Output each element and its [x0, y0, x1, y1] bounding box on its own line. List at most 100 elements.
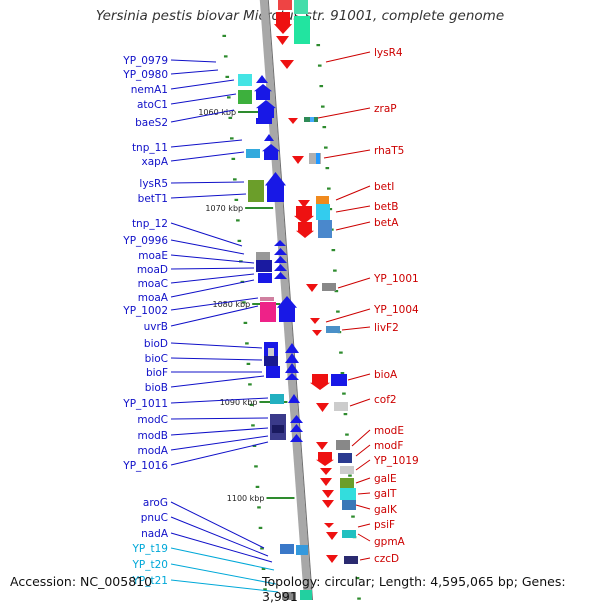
scale-tick-left: [226, 96, 231, 99]
scale-tick-right: [319, 85, 324, 88]
gene-arrow-reverse: [320, 468, 332, 475]
leader-line: [170, 273, 255, 284]
gene-label-lysr5: lysR5: [139, 178, 168, 190]
gene-label-betb: betB: [374, 201, 398, 213]
gene-label-czcd: czcD: [374, 553, 399, 565]
scale-tick-right: [340, 372, 345, 375]
gene-label-baes2: baeS2: [135, 117, 168, 129]
gene-box: [342, 530, 356, 538]
kbp-label: 1060 kbp: [198, 108, 236, 117]
gene-box: [310, 117, 314, 122]
gene-box: [316, 153, 320, 164]
gene-arrow-forward: [277, 296, 297, 322]
gene-label-galk: galK: [374, 504, 398, 516]
leader-line: [170, 139, 243, 148]
scale-tick-left: [255, 485, 260, 488]
scale-tick-left: [231, 157, 236, 160]
gene-box: [266, 366, 280, 378]
leader-line: [170, 417, 269, 420]
leader-line: [317, 107, 371, 119]
gene-label-tnp-11: tnp_11: [132, 142, 168, 154]
scale-tick-left: [261, 567, 266, 570]
gene-arrow-reverse: [316, 403, 329, 412]
leader-line: [359, 557, 371, 561]
leader-line: [170, 193, 247, 199]
gene-arrow-forward: [256, 100, 276, 118]
gene-arrow-reverse: [280, 60, 294, 69]
leader-line: [170, 427, 269, 436]
scale-tick-left: [222, 34, 227, 37]
gene-label-rhat5: rhaT5: [374, 145, 404, 157]
gene-label-gpma: gpmA: [374, 536, 406, 548]
leader-line: [355, 477, 371, 484]
scale-tick-right: [331, 249, 336, 252]
gene-arrow-forward: [264, 134, 274, 141]
leader-line: [335, 185, 371, 201]
right-gene-labels: lysR4 zraP rhaT5 betI betB betA YP_1001 YP_1004…: [373, 47, 419, 565]
leader-line: [170, 181, 245, 184]
gene-box: [322, 283, 336, 291]
gene-box: [256, 118, 272, 124]
gene-label-pnuc: pnuC: [141, 512, 168, 524]
gene-arrow-forward: [274, 256, 287, 263]
leader-line: [170, 69, 219, 75]
gene-label-yp-t19: YP_t19: [132, 543, 168, 555]
gene-box: [296, 545, 308, 555]
gene-box: [260, 297, 274, 301]
scale-tick-right: [327, 187, 331, 190]
gene-arrow-forward: [274, 248, 287, 255]
leader-line: [170, 342, 263, 349]
gene-box: [300, 590, 312, 600]
scale-tick-right: [355, 577, 360, 580]
gene-label-tnp-12: tnp_12: [132, 218, 168, 230]
gene-arrow-forward: [290, 434, 303, 442]
gene-box: [340, 488, 356, 500]
gene-label-biob: bioB: [145, 382, 168, 394]
leader-line: [355, 459, 371, 471]
scale-tick-right: [345, 433, 349, 436]
gene-label-uvrb: uvrB: [144, 321, 168, 333]
leader-line: [170, 239, 245, 255]
gene-box: [270, 394, 284, 404]
scale-tick-right: [342, 392, 346, 395]
scale-tick-left: [263, 588, 267, 591]
leader-line: [335, 221, 371, 231]
leader-line: [170, 79, 235, 90]
gene-box: [318, 220, 332, 238]
gene-arrow-reverse: [316, 442, 328, 450]
gene-arrow-reverse: [276, 36, 289, 45]
scale-tick-right: [333, 269, 337, 272]
gene-arrow-reverse: [292, 156, 304, 164]
leader-line: [170, 109, 235, 123]
gene-label-nema1: nemA1: [131, 84, 168, 96]
gene-box: [316, 196, 329, 204]
scale-tick-right: [317, 64, 322, 67]
gene-box: [334, 402, 348, 411]
gene-arrow-forward: [274, 240, 286, 246]
scale-tick-right: [351, 515, 355, 518]
gene-arrow-reverse: [288, 118, 298, 124]
gene-label-zrap: zraP: [374, 103, 397, 115]
gene-label-moad: moaD: [137, 264, 168, 276]
gene-box: [264, 356, 278, 366]
leader-line: [170, 547, 275, 571]
leader-line: [355, 504, 371, 510]
gene-label-bioc: bioC: [145, 353, 168, 365]
gene-box: [258, 273, 272, 283]
gene-label-moac: moaC: [138, 278, 168, 290]
gene-arrow-reverse: [326, 555, 338, 563]
gene-arrow-reverse: [316, 452, 334, 466]
scale-tick-left: [252, 444, 257, 447]
scale-tick-left: [245, 342, 249, 345]
gene-arrow-reverse: [306, 284, 318, 292]
scale-tick-left: [251, 424, 255, 427]
leader-line: [170, 93, 237, 105]
scale-tick-right: [343, 413, 348, 416]
scale-tick-right: [336, 310, 340, 313]
leader-line: [349, 398, 371, 407]
leader-line: [170, 435, 269, 451]
leader-line: [170, 222, 243, 247]
scale-tick-left: [260, 547, 264, 550]
gene-arrow-forward: [285, 373, 299, 380]
leader-line: [357, 492, 371, 495]
